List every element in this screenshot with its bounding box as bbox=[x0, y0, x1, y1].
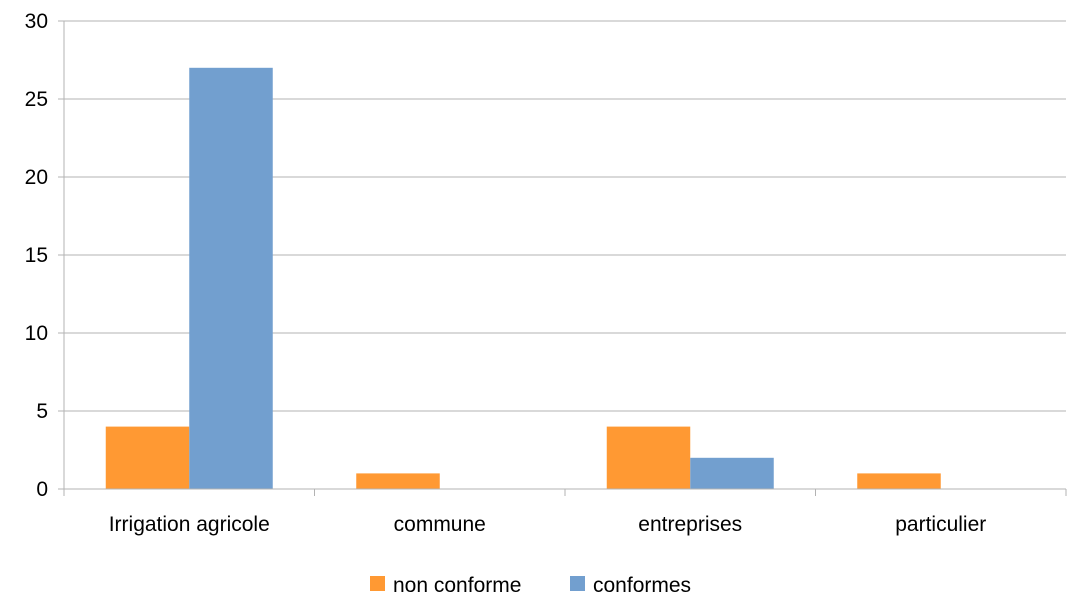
bar-non-conforme-1 bbox=[356, 473, 440, 489]
y-tick-label: 25 bbox=[25, 88, 48, 111]
bar-conformes-2 bbox=[690, 457, 774, 489]
y-tick-label: 20 bbox=[25, 166, 48, 189]
bars bbox=[105, 67, 941, 490]
y-tick-label: 0 bbox=[36, 478, 48, 501]
y-tick-label: 10 bbox=[25, 322, 48, 345]
bar-conformes-0 bbox=[189, 67, 273, 490]
y-tick-label: 30 bbox=[25, 10, 48, 33]
legend-swatch bbox=[370, 576, 385, 591]
bar-non-conforme-3 bbox=[857, 473, 941, 489]
x-tick-label: entreprises bbox=[638, 513, 742, 536]
legend: non conforme conformes bbox=[370, 574, 691, 597]
y-tick-label: 5 bbox=[36, 400, 48, 423]
bar-non-conforme-0 bbox=[105, 426, 190, 489]
legend-label: non conforme bbox=[393, 574, 521, 597]
axes bbox=[58, 20, 1067, 496]
x-tick-label: commune bbox=[394, 513, 486, 536]
legend-label: conformes bbox=[593, 574, 691, 597]
axis-labels: 0 5 10 15 20 25 30 Irrigation agricole commune en… bbox=[25, 10, 987, 536]
legend-swatch bbox=[570, 576, 585, 591]
x-tick-label: Irrigation agricole bbox=[109, 513, 270, 536]
x-tick-label: particulier bbox=[895, 513, 986, 536]
y-tick-label: 15 bbox=[25, 244, 48, 267]
bar-non-conforme-2 bbox=[606, 426, 691, 489]
